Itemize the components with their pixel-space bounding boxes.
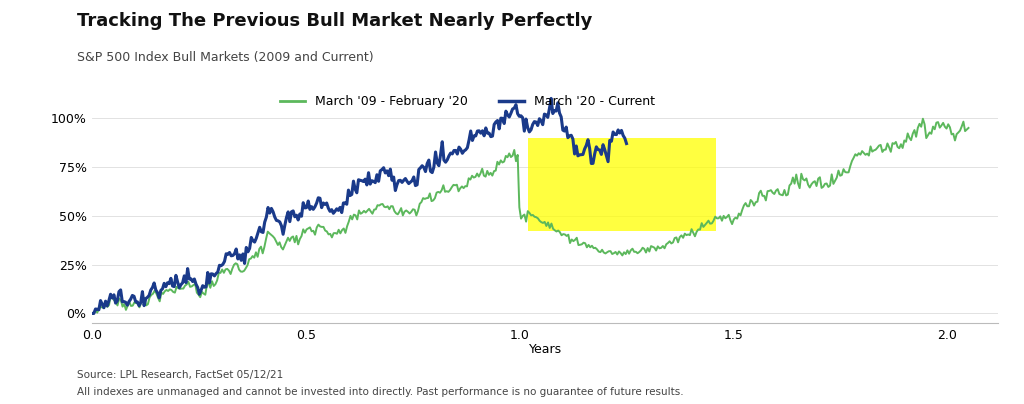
Text: Source: LPL Research, FactSet 05/12/21: Source: LPL Research, FactSet 05/12/21 (77, 370, 283, 380)
Text: S&P 500 Index Bull Markets (2009 and Current): S&P 500 Index Bull Markets (2009 and Cur… (77, 50, 374, 63)
Bar (528, 138, 716, 231)
X-axis label: Years: Years (528, 343, 562, 356)
Legend: March '09 - February '20, March '20 - Current: March '09 - February '20, March '20 - Cu… (280, 95, 654, 108)
Text: All indexes are unmanaged and cannot be invested into directly. Past performance: All indexes are unmanaged and cannot be … (77, 387, 683, 397)
Text: Tracking The Previous Bull Market Nearly Perfectly: Tracking The Previous Bull Market Nearly… (77, 12, 592, 30)
